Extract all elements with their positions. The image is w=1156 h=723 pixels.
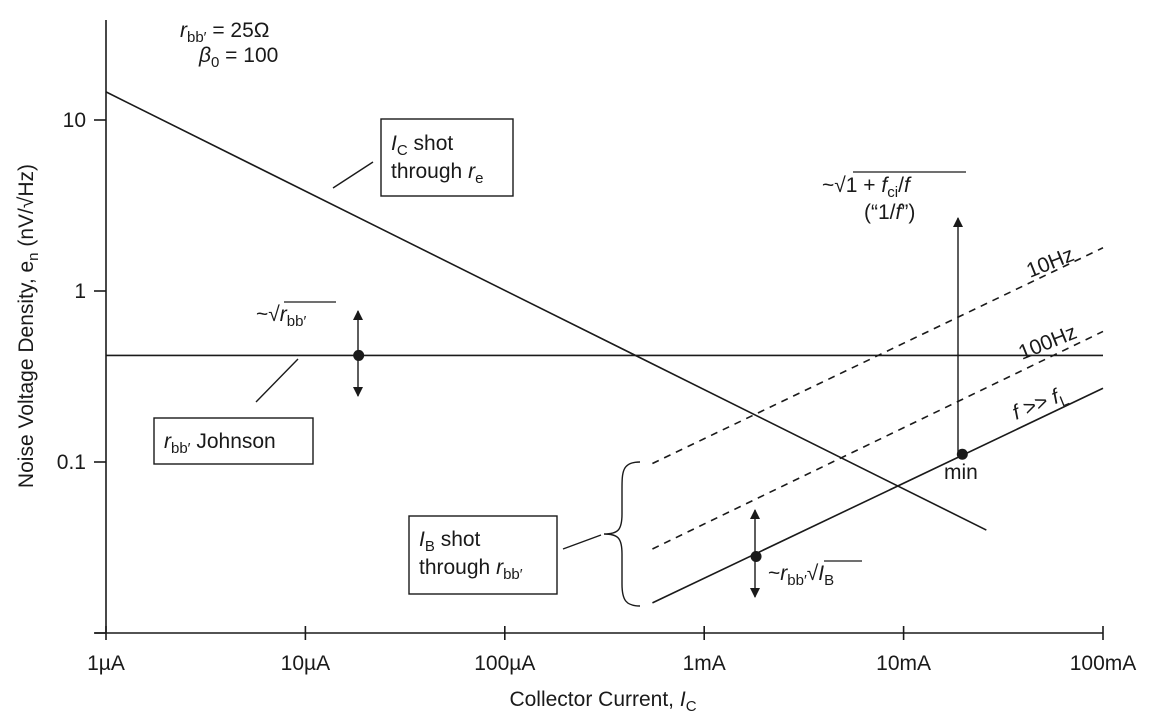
- param-beta: β0 = 100: [198, 44, 278, 71]
- johnson-leader: [255, 358, 299, 403]
- one-over-f-label: ~√1 + fci/f: [822, 174, 912, 201]
- series-lines: [105, 91, 1104, 604]
- y-axis-label-text: Noise Voltage Density, e: [15, 261, 38, 488]
- param-rbb-sub: bb′: [187, 29, 207, 46]
- one-over-f-sub: ci: [887, 184, 898, 201]
- sqrt-rbb-label: ~√rbb′: [256, 303, 306, 330]
- rbb-sqrt-ib-var: r: [780, 562, 788, 585]
- ib-shot-rbb-sub: bb′: [503, 566, 523, 583]
- label-min: min: [944, 461, 978, 484]
- y-axis-label-unit: (nV/√Hz): [15, 164, 38, 253]
- ib-shot-brace: [603, 461, 641, 607]
- x-axis-label: Collector Current, IC: [509, 688, 696, 715]
- param-beta-value: = 100: [219, 44, 278, 67]
- one-over-f-line2-post: ”): [901, 201, 915, 224]
- y-tick-label-1: 1: [74, 280, 86, 303]
- rbb-sqrt-ib-var2: I: [818, 562, 824, 585]
- marker-point-2: [956, 448, 968, 460]
- sqrt-rbb-var: r: [280, 303, 288, 326]
- rbb-sqrt-ib-label: ~rbb′√IB: [768, 562, 834, 589]
- x-tick-label-1: 10µA: [281, 652, 330, 675]
- johnson-var: r: [164, 430, 172, 453]
- sqrt-rbb-sub: bb′: [287, 313, 307, 330]
- param-beta-sub: 0: [211, 54, 219, 71]
- x-tick-label-2: 100µA: [474, 652, 535, 675]
- ic-shot-box: [380, 118, 514, 197]
- ic-shot-re-sub: e: [475, 170, 483, 187]
- rbb-sqrt-ib-pre: ~: [768, 562, 780, 585]
- one-over-f-line2: (“1/f”): [864, 201, 915, 224]
- y-tick-label-0: 10: [63, 109, 86, 132]
- y-axis-label-sub: n: [25, 252, 42, 260]
- x-axis-label-sub: C: [686, 698, 697, 715]
- ib-shot-leader: [562, 534, 602, 550]
- ib-shot-sub: B: [425, 538, 435, 555]
- x-tick-label-5: 100mA: [1070, 652, 1137, 675]
- y-tick-label-2: 0.1: [57, 451, 86, 474]
- ic-shot-line1: IC shot: [391, 132, 453, 159]
- x-axis-label-text: Collector Current,: [509, 688, 679, 711]
- series-line-0: [105, 91, 987, 531]
- param-rbb-var: r: [180, 19, 188, 42]
- ic-shot-through: through: [391, 160, 468, 183]
- series-line-2: [652, 387, 1104, 604]
- label-100hz: 100Hz: [1015, 321, 1080, 365]
- x-tick-label-4: 10mA: [876, 652, 931, 675]
- ib-shot-through: through: [419, 556, 496, 579]
- johnson-label: rbb′ Johnson: [164, 430, 276, 457]
- rbb-sqrt-ib-sub: bb′: [787, 572, 807, 589]
- param-rbb: rbb′ = 25Ω: [180, 19, 270, 46]
- series-line-4: [652, 247, 1104, 465]
- param-beta-var: β: [198, 44, 211, 67]
- one-over-f-sep: /: [898, 174, 904, 197]
- y-ticks: 10 1 0.1: [57, 109, 106, 634]
- one-over-f-pre: ~√1 +: [822, 174, 881, 197]
- param-rbb-value: = 25Ω: [207, 19, 270, 42]
- label-f-fl: f >> fL: [1009, 382, 1071, 428]
- ic-shot-sub: C: [397, 142, 408, 159]
- x-ticks: 1µA 10µA 100µA 1mA 10mA 100mA: [87, 626, 1136, 675]
- one-over-f-line2-pre: (“1/: [864, 201, 896, 224]
- marker-point-0: [353, 349, 365, 361]
- one-over-f-var2: f: [904, 174, 912, 197]
- sqrt-rbb-pre: ~√: [256, 303, 280, 326]
- x-tick-label-3: 1mA: [683, 652, 726, 675]
- ic-shot-leader: [332, 161, 374, 189]
- x-tick-label-0: 1µA: [87, 652, 125, 675]
- ib-shot-rbb-var: r: [496, 556, 504, 579]
- ic-shot-var: I: [391, 132, 397, 155]
- johnson-sub: bb′: [171, 440, 191, 457]
- ib-shot-line2: through rbb′: [419, 556, 523, 583]
- rbb-sqrt-ib-root: √: [807, 562, 819, 585]
- points: [353, 349, 968, 563]
- ib-shot-var: I: [419, 528, 425, 551]
- ib-shot-line1: IB shot: [419, 528, 481, 555]
- one-over-f-var: f: [881, 174, 889, 197]
- y-axis-label: Noise Voltage Density, en (nV/√Hz): [15, 164, 42, 488]
- series-line-3: [652, 330, 1104, 550]
- ic-shot-line2: through re: [391, 160, 483, 187]
- one-over-f-line2-var: f: [896, 201, 904, 224]
- ib-shot-box: [408, 515, 558, 595]
- johnson-box: [153, 417, 314, 465]
- rbb-sqrt-ib-sub2: B: [824, 572, 834, 589]
- marker-point-1: [750, 551, 762, 563]
- label-10hz: 10Hz: [1023, 243, 1077, 283]
- ib-shot-rest: shot: [435, 528, 481, 551]
- x-axis-label-var: I: [680, 688, 686, 711]
- ic-shot-re-var: r: [468, 160, 476, 183]
- ic-shot-rest: shot: [408, 132, 454, 155]
- johnson-rest: Johnson: [191, 430, 276, 453]
